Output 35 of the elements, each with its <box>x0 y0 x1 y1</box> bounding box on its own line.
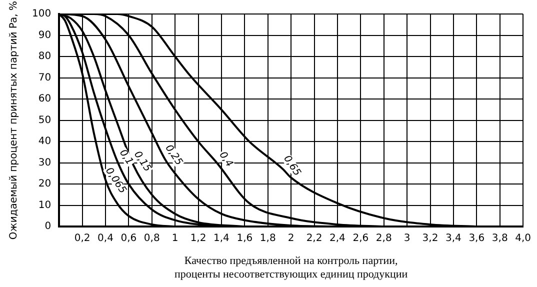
y-tick-label: 50 <box>38 114 52 126</box>
x-tick-label: 2,6 <box>352 233 369 244</box>
x-tick-label: 3 <box>404 233 410 244</box>
y-tick-label: 100 <box>32 8 52 20</box>
x-tick-label: 2,8 <box>376 233 392 244</box>
x-tick-label: 3,4 <box>446 233 462 244</box>
y-tick-label: 10 <box>38 200 52 211</box>
annotation: 0,4 <box>216 150 235 170</box>
y-tick-label: 60 <box>38 94 52 105</box>
x-tick-label: 0,4 <box>98 233 114 244</box>
x-tick-label: 1,4 <box>214 233 230 244</box>
x-axis-title: Качество предъявленной на контроль партии, проценты несоответствующих единиц продукции <box>174 255 408 280</box>
y-tick-label: 40 <box>38 136 52 148</box>
y-tick-label: 30 <box>38 157 52 168</box>
x-tick-label: 4,0 <box>515 233 531 244</box>
x-tick-label: 2 <box>288 233 294 244</box>
x-tick-label: 3,8 <box>492 233 508 244</box>
y-axis-title: Ожидаемый процент принятых партий Pa, % <box>8 1 20 240</box>
x-tick-label: 2,4 <box>330 233 346 244</box>
y-tick-label: 70 <box>38 72 52 84</box>
x-tick-label: 2,2 <box>306 233 322 244</box>
x-tick-label: 1 <box>172 233 178 244</box>
x-tick-label: 1,8 <box>260 233 276 244</box>
x-tick-label: 3,6 <box>468 233 485 244</box>
annotation: 0,1 <box>117 148 135 168</box>
y-tick-label: 0 <box>44 221 52 232</box>
y-tick-label: 80 <box>38 51 52 62</box>
x-tick-label: 0,2 <box>74 233 90 244</box>
y-tick-label: 90 <box>38 30 52 41</box>
x-tick-label: 0,6 <box>120 233 137 244</box>
x-tick-label: 1,6 <box>236 233 253 244</box>
x-tick-label: 0,8 <box>144 233 160 244</box>
y-tick-label: 20 <box>38 178 52 190</box>
x-tick-label: 1,2 <box>190 233 206 244</box>
x-tick-label: 3,2 <box>422 233 438 244</box>
